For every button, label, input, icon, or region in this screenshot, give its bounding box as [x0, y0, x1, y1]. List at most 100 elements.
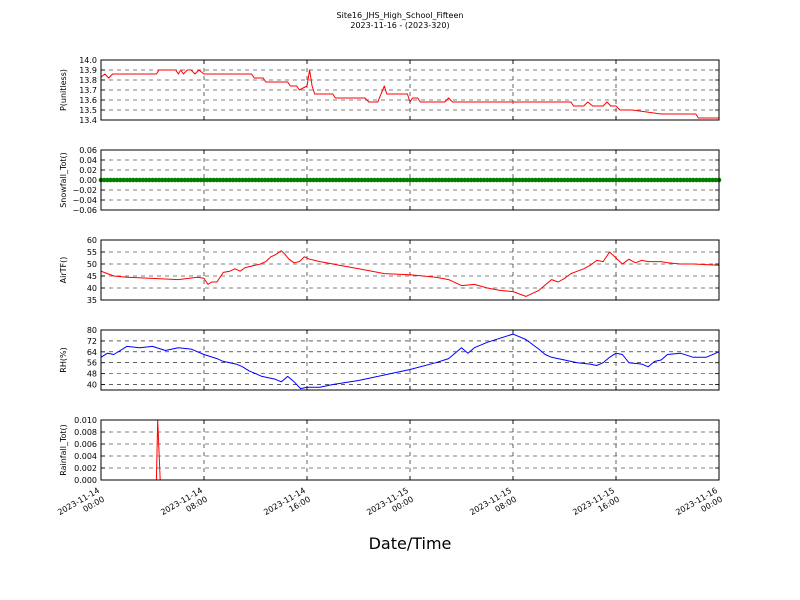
- data-point: [410, 177, 416, 183]
- data-point: [549, 177, 554, 183]
- data-point: [172, 177, 178, 183]
- data-point: [626, 177, 632, 183]
- data-point: [333, 177, 339, 183]
- panel-5: 0.010 0.008 0.006 0.004 0.002 0.000 Rainfall_T…: [59, 416, 720, 485]
- data-point: [381, 177, 387, 183]
- y-tick-label: 0.02: [79, 166, 97, 175]
- data-point: [497, 177, 503, 183]
- data-point: [224, 177, 229, 183]
- data-point: [227, 177, 233, 183]
- data-point: [671, 177, 677, 183]
- data-point: [192, 177, 197, 183]
- data-point: [365, 177, 371, 183]
- y-tick-label: 40: [87, 381, 97, 390]
- y-tick-label: 13.8: [79, 76, 97, 85]
- data-point: [546, 177, 551, 183]
- y-tick-label: 13.6: [79, 96, 97, 105]
- data-point: [237, 177, 242, 183]
- data-point: [217, 177, 223, 183]
- figure-subtitle: 2023-11-16 - (2023-320): [350, 21, 450, 30]
- y-tick-label: 40: [87, 284, 97, 293]
- data-point: [259, 177, 265, 183]
- panel-1: 14.013.913.813.713.613.513.4 P(unitless): [59, 56, 720, 125]
- data-point: [352, 177, 358, 183]
- data-point: [137, 177, 142, 183]
- y-tick-label: 56: [87, 359, 97, 368]
- y-tick-label: 0.010: [74, 416, 97, 425]
- data-point: [349, 177, 355, 183]
- y-axis-label: Rainfall_Tot(): [59, 424, 68, 476]
- data-point: [398, 177, 403, 183]
- data-point: [690, 177, 696, 183]
- y-tick-label: 13.9: [79, 66, 97, 75]
- data-point: [330, 177, 336, 183]
- data-point: [359, 177, 365, 183]
- data-point: [201, 177, 207, 183]
- data-point: [317, 177, 323, 183]
- data-point: [578, 177, 583, 183]
- data-point: [687, 177, 693, 183]
- y-tick-label: 60: [87, 236, 97, 245]
- data-point: [253, 177, 258, 183]
- data-point: [285, 177, 290, 183]
- x-tick-label: 2023-11-1400:00: [56, 486, 106, 526]
- data-point: [188, 177, 194, 183]
- y-tick-label: −0.04: [72, 196, 97, 205]
- data-point: [439, 177, 445, 183]
- y-tick-label: 13.5: [79, 106, 97, 115]
- data-point: [266, 177, 271, 183]
- data-point: [243, 177, 249, 183]
- data-point: [449, 177, 455, 183]
- data-point: [658, 177, 664, 183]
- data-point: [446, 177, 451, 183]
- data-point: [375, 177, 381, 183]
- data-point: [633, 177, 638, 183]
- data-point: [501, 177, 506, 183]
- y-axis-label: Snowfall_Tot(): [59, 152, 68, 208]
- plot-frame: [100, 149, 720, 211]
- data-point: [143, 177, 149, 183]
- data-point: [369, 177, 374, 183]
- data-point: [134, 177, 139, 183]
- y-tick-label: 0.04: [79, 156, 97, 165]
- data-point: [307, 177, 313, 183]
- data-point: [414, 177, 419, 183]
- x-tick-label: 2023-11-1416:00: [262, 486, 312, 526]
- data-point: [484, 177, 490, 183]
- y-tick-label: 0.00: [79, 176, 97, 185]
- data-point: [127, 177, 133, 183]
- data-point: [150, 177, 155, 183]
- data-point: [488, 177, 493, 183]
- data-point: [166, 177, 171, 183]
- data-point: [256, 177, 262, 183]
- data-point: [581, 177, 587, 183]
- data-point: [536, 177, 542, 183]
- data-point: [443, 177, 448, 183]
- data-point: [494, 177, 500, 183]
- data-point: [230, 177, 236, 183]
- data-point: [513, 177, 519, 183]
- data-point: [156, 177, 162, 183]
- x-tick-label: 2023-11-1408:00: [159, 486, 209, 526]
- data-point: [114, 177, 120, 183]
- data-point: [362, 177, 368, 183]
- y-tick-label: 55: [87, 248, 97, 257]
- y-tick-label: 72: [87, 337, 97, 346]
- data-point: [607, 177, 612, 183]
- plot-frame: [100, 59, 720, 121]
- data-point: [269, 177, 274, 183]
- data-point: [233, 177, 239, 183]
- panel-2: 0.060.040.020.00−0.02−0.04−0.06 Snowfall_…: [59, 146, 722, 215]
- data-point: [372, 177, 377, 183]
- data-point: [629, 177, 635, 183]
- x-tick-label: 2023-11-1508:00: [468, 486, 518, 526]
- data-point: [639, 177, 645, 183]
- data-point: [452, 177, 458, 183]
- series-line: [100, 333, 720, 390]
- data-point: [295, 177, 300, 183]
- data-point: [249, 177, 255, 183]
- data-point: [558, 177, 564, 183]
- data-point: [291, 177, 297, 183]
- x-axis-label: Date/Time: [368, 534, 452, 553]
